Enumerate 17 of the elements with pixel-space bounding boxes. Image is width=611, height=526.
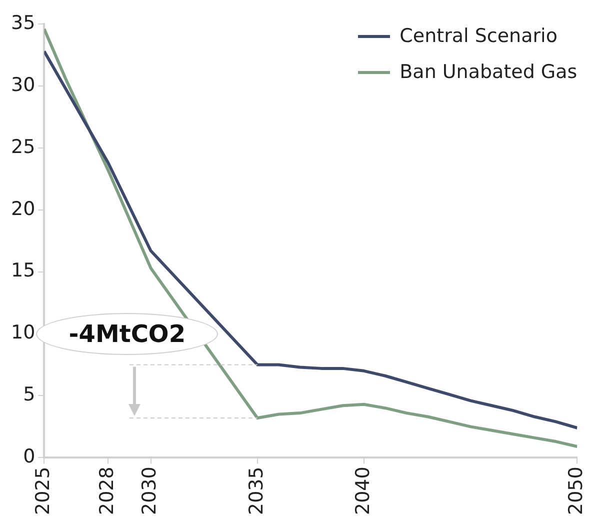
y-tick-label: 35 <box>10 12 36 34</box>
y-tick-label: 10 <box>10 322 36 344</box>
x-tick-label: 2035 <box>245 466 268 516</box>
y-tick-label: 25 <box>10 136 36 158</box>
x-tick-label: 2040 <box>352 466 374 516</box>
y-tick-label: 0 <box>23 446 36 468</box>
x-tick-label: 2025 <box>32 466 54 516</box>
x-tick-label: 2030 <box>138 466 161 516</box>
legend-label: Central Scenario <box>400 25 558 47</box>
y-tick-label: 5 <box>23 384 36 406</box>
y-tick-label: 20 <box>10 198 36 220</box>
annotation: -4MtCO2 <box>36 312 218 355</box>
x-tick-label: 2028 <box>96 466 118 516</box>
y-tick-label: 30 <box>10 74 36 96</box>
legend-label: Ban Unabated Gas <box>400 61 578 83</box>
x-tick-label: 2050 <box>565 466 588 516</box>
y-tick-label: 15 <box>10 260 36 282</box>
